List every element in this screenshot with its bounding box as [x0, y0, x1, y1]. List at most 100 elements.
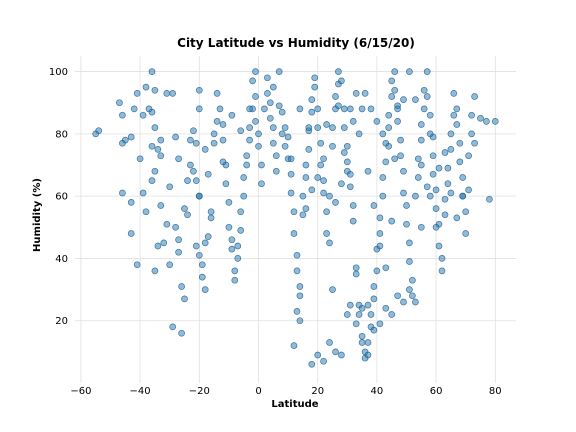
chart-title: City Latitude vs Humidity (6/15/20): [177, 36, 415, 50]
data-point: [201, 286, 209, 293]
data-point: [364, 167, 372, 175]
data-point: [468, 130, 475, 138]
data-point: [403, 202, 410, 209]
data-point: [269, 83, 277, 91]
data-point: [338, 180, 345, 188]
data-point: [352, 270, 360, 278]
data-point: [195, 105, 203, 113]
data-point: [417, 121, 425, 128]
data-point: [234, 255, 242, 262]
data-point: [181, 205, 188, 212]
data-point: [376, 230, 384, 237]
data-point: [414, 155, 422, 163]
data-point: [311, 74, 319, 82]
data-point: [240, 174, 248, 181]
data-point: [207, 214, 215, 222]
x-tick-label: −20: [189, 386, 210, 397]
data-point: [376, 320, 384, 328]
data-point: [438, 267, 446, 275]
data-point: [483, 118, 490, 125]
data-point: [169, 323, 177, 331]
data-point: [456, 139, 464, 147]
data-point: [302, 161, 310, 169]
data-point: [447, 146, 455, 153]
data-point: [376, 214, 384, 222]
data-point: [400, 96, 407, 103]
data-point: [332, 199, 339, 206]
data-point: [192, 242, 200, 250]
data-point: [340, 149, 348, 156]
data-point: [340, 124, 348, 131]
data-point: [219, 158, 227, 166]
data-point: [210, 130, 218, 138]
data-point: [246, 105, 253, 113]
data-point: [471, 93, 478, 100]
data-point: [190, 167, 197, 175]
x-tick-label: 20: [311, 386, 324, 397]
data-point: [435, 242, 443, 250]
data-point: [266, 99, 274, 107]
data-point: [178, 283, 185, 290]
data-point: [349, 217, 357, 225]
data-point: [358, 105, 366, 113]
data-point: [228, 111, 236, 119]
data-point: [323, 121, 330, 128]
data-point: [364, 351, 372, 359]
data-point: [335, 68, 342, 75]
data-point: [272, 152, 280, 160]
data-point: [388, 77, 396, 85]
data-point: [391, 155, 399, 163]
data-point: [160, 239, 168, 247]
data-point: [228, 245, 236, 253]
data-point: [400, 298, 407, 306]
data-point: [323, 230, 330, 237]
data-point: [169, 90, 177, 97]
data-point: [335, 102, 342, 110]
data-point: [302, 205, 310, 212]
data-point: [426, 111, 434, 119]
data-point: [388, 217, 396, 225]
y-tick-label: 60: [55, 192, 68, 203]
data-point: [127, 199, 135, 206]
data-point: [293, 308, 301, 315]
data-point: [465, 152, 472, 160]
data-point: [456, 158, 464, 166]
data-point: [175, 248, 182, 256]
data-point: [296, 283, 304, 290]
data-point: [394, 105, 401, 113]
data-point: [139, 111, 147, 119]
data-point: [275, 102, 283, 110]
data-point: [329, 142, 336, 150]
data-point: [358, 332, 366, 340]
data-point: [151, 267, 159, 275]
data-point: [201, 146, 209, 153]
data-point: [154, 242, 162, 250]
data-point: [343, 142, 351, 150]
data-point: [444, 164, 452, 172]
data-point: [296, 105, 304, 113]
data-point: [240, 192, 248, 200]
data-point: [166, 183, 174, 191]
data-point: [305, 124, 313, 131]
data-point: [192, 139, 200, 147]
data-point: [133, 261, 141, 269]
data-point: [172, 133, 179, 141]
data-point: [195, 251, 203, 259]
data-point: [130, 105, 138, 113]
data-point: [308, 96, 316, 103]
data-point: [284, 133, 292, 141]
data-point: [358, 339, 366, 346]
data-point: [198, 261, 206, 269]
data-point: [412, 192, 419, 200]
data-point: [293, 267, 301, 275]
data-point: [432, 223, 440, 231]
data-point: [397, 152, 404, 160]
data-point: [261, 105, 268, 113]
data-point: [255, 130, 262, 138]
gridlines: [75, 56, 516, 383]
data-point: [278, 130, 286, 138]
data-point: [447, 189, 455, 197]
data-point: [414, 174, 422, 181]
data-point: [133, 90, 141, 97]
data-point: [329, 286, 336, 293]
